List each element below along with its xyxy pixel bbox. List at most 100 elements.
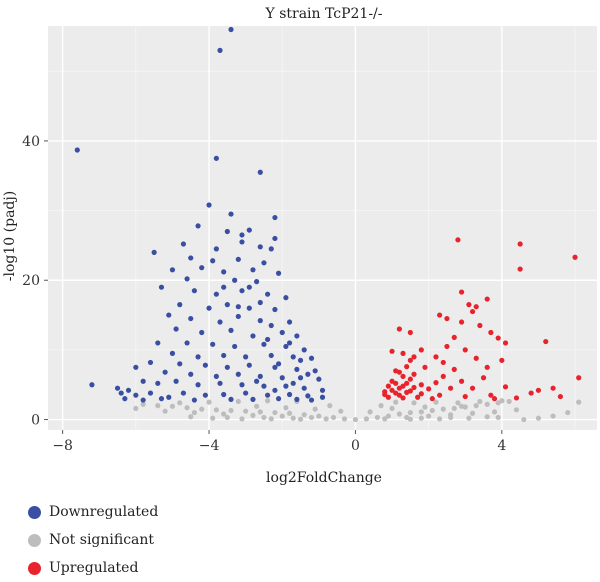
point-upregulated bbox=[572, 254, 578, 260]
point-not-significant bbox=[513, 407, 520, 413]
point-not-significant bbox=[385, 413, 391, 419]
point-upregulated bbox=[458, 378, 465, 384]
x-axis-title: log2FoldChange bbox=[266, 470, 382, 486]
point-downregulated bbox=[151, 249, 157, 255]
point-not-significant bbox=[363, 416, 370, 422]
point-not-significant bbox=[374, 414, 380, 421]
point-downregulated bbox=[213, 291, 219, 297]
point-downregulated bbox=[283, 383, 289, 389]
point-upregulated bbox=[517, 266, 523, 272]
data-points bbox=[74, 26, 582, 423]
point-upregulated bbox=[535, 387, 542, 393]
point-downregulated bbox=[286, 340, 293, 346]
point-downregulated bbox=[122, 396, 128, 402]
point-downregulated bbox=[199, 265, 205, 271]
point-not-significant bbox=[301, 412, 307, 418]
point-downregulated bbox=[301, 347, 307, 353]
point-upregulated bbox=[418, 347, 424, 353]
point-not-significant bbox=[484, 401, 490, 407]
point-not-significant bbox=[228, 407, 234, 414]
point-upregulated bbox=[451, 334, 457, 340]
legend-label-not-significant: Not significant bbox=[49, 532, 155, 548]
point-downregulated bbox=[213, 373, 219, 379]
point-upregulated bbox=[415, 394, 421, 400]
point-not-significant bbox=[565, 409, 571, 416]
point-upregulated bbox=[502, 340, 509, 346]
point-downregulated bbox=[239, 239, 245, 245]
point-downregulated bbox=[173, 326, 179, 332]
point-downregulated bbox=[184, 276, 190, 282]
point-upregulated bbox=[543, 338, 549, 345]
point-downregulated bbox=[272, 235, 278, 242]
point-downregulated bbox=[301, 385, 307, 391]
point-not-significant bbox=[473, 403, 479, 409]
point-not-significant bbox=[455, 400, 461, 406]
point-not-significant bbox=[338, 408, 344, 414]
point-downregulated bbox=[210, 341, 216, 347]
point-downregulated bbox=[283, 295, 289, 301]
point-upregulated bbox=[473, 304, 479, 310]
x-tick-label: 4 bbox=[497, 438, 506, 454]
point-upregulated bbox=[462, 393, 468, 400]
point-upregulated bbox=[396, 392, 402, 398]
point-downregulated bbox=[180, 241, 187, 247]
point-downregulated bbox=[261, 383, 267, 389]
point-downregulated bbox=[305, 371, 311, 377]
point-downregulated bbox=[162, 369, 168, 375]
point-downregulated bbox=[221, 352, 227, 359]
point-not-significant bbox=[261, 414, 267, 421]
point-downregulated bbox=[191, 288, 197, 294]
point-not-significant bbox=[199, 406, 205, 412]
y-tick-label: 0 bbox=[31, 413, 40, 429]
point-downregulated bbox=[250, 333, 256, 339]
point-downregulated bbox=[180, 390, 187, 396]
point-upregulated bbox=[488, 392, 494, 398]
point-upregulated bbox=[513, 395, 520, 401]
point-downregulated bbox=[294, 396, 300, 402]
point-not-significant bbox=[550, 413, 556, 419]
point-downregulated bbox=[243, 354, 249, 360]
point-downregulated bbox=[235, 371, 241, 377]
point-downregulated bbox=[221, 269, 227, 275]
point-downregulated bbox=[308, 355, 315, 361]
point-downregulated bbox=[290, 380, 296, 386]
point-upregulated bbox=[407, 357, 413, 363]
point-not-significant bbox=[283, 405, 289, 411]
point-not-significant bbox=[418, 409, 424, 415]
point-downregulated bbox=[235, 304, 241, 310]
point-not-significant bbox=[521, 416, 527, 423]
point-downregulated bbox=[188, 315, 194, 322]
point-not-significant bbox=[535, 415, 542, 421]
point-downregulated bbox=[275, 361, 282, 367]
point-not-significant bbox=[297, 416, 304, 422]
point-upregulated bbox=[448, 385, 454, 391]
point-downregulated bbox=[297, 375, 304, 381]
point-downregulated bbox=[155, 380, 161, 386]
point-downregulated bbox=[312, 368, 318, 374]
point-not-significant bbox=[429, 407, 435, 414]
point-upregulated bbox=[462, 347, 468, 353]
point-downregulated bbox=[217, 47, 223, 53]
point-not-significant bbox=[184, 405, 190, 411]
point-upregulated bbox=[426, 386, 432, 392]
point-downregulated bbox=[268, 352, 274, 359]
point-downregulated bbox=[239, 288, 245, 294]
point-upregulated bbox=[458, 289, 465, 295]
point-downregulated bbox=[166, 312, 172, 318]
point-not-significant bbox=[506, 398, 512, 405]
point-downregulated bbox=[265, 392, 271, 398]
point-not-significant bbox=[257, 409, 263, 415]
point-downregulated bbox=[257, 318, 263, 324]
point-upregulated bbox=[451, 366, 457, 372]
point-downregulated bbox=[272, 364, 278, 370]
point-not-significant bbox=[495, 414, 501, 421]
point-downregulated bbox=[272, 306, 278, 313]
point-not-significant bbox=[162, 408, 168, 414]
point-downregulated bbox=[221, 284, 227, 290]
point-not-significant bbox=[191, 409, 197, 416]
legend-item-downregulated: Downregulated bbox=[28, 498, 158, 526]
point-upregulated bbox=[400, 395, 406, 401]
point-not-significant bbox=[389, 405, 395, 412]
point-downregulated bbox=[114, 385, 121, 391]
point-downregulated bbox=[308, 397, 315, 403]
